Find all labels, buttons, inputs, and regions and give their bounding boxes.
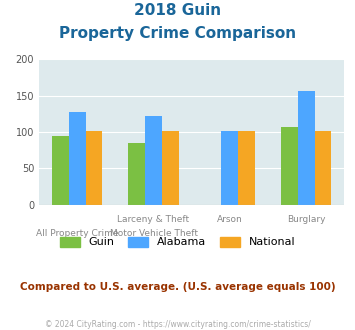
- Bar: [52, 136, 69, 205]
- Bar: [145, 116, 162, 205]
- Bar: [238, 131, 255, 205]
- Text: 2018 Guin: 2018 Guin: [134, 3, 221, 18]
- Text: Arson: Arson: [217, 214, 243, 223]
- Bar: [69, 112, 86, 205]
- Bar: [315, 131, 331, 205]
- Bar: [162, 131, 179, 205]
- Bar: [222, 131, 238, 205]
- Text: Compared to U.S. average. (U.S. average equals 100): Compared to U.S. average. (U.S. average …: [20, 282, 335, 292]
- Text: © 2024 CityRating.com - https://www.cityrating.com/crime-statistics/: © 2024 CityRating.com - https://www.city…: [45, 320, 310, 329]
- Text: Burglary: Burglary: [287, 214, 326, 223]
- Bar: [281, 127, 298, 205]
- Text: Property Crime Comparison: Property Crime Comparison: [59, 26, 296, 41]
- Legend: Guin, Alabama, National: Guin, Alabama, National: [60, 237, 295, 247]
- Text: Larceny & Theft: Larceny & Theft: [118, 214, 190, 223]
- Bar: [129, 143, 145, 205]
- Bar: [86, 131, 102, 205]
- Text: All Property Crime: All Property Crime: [36, 229, 119, 238]
- Text: Motor Vehicle Theft: Motor Vehicle Theft: [110, 229, 197, 238]
- Bar: [298, 91, 315, 205]
